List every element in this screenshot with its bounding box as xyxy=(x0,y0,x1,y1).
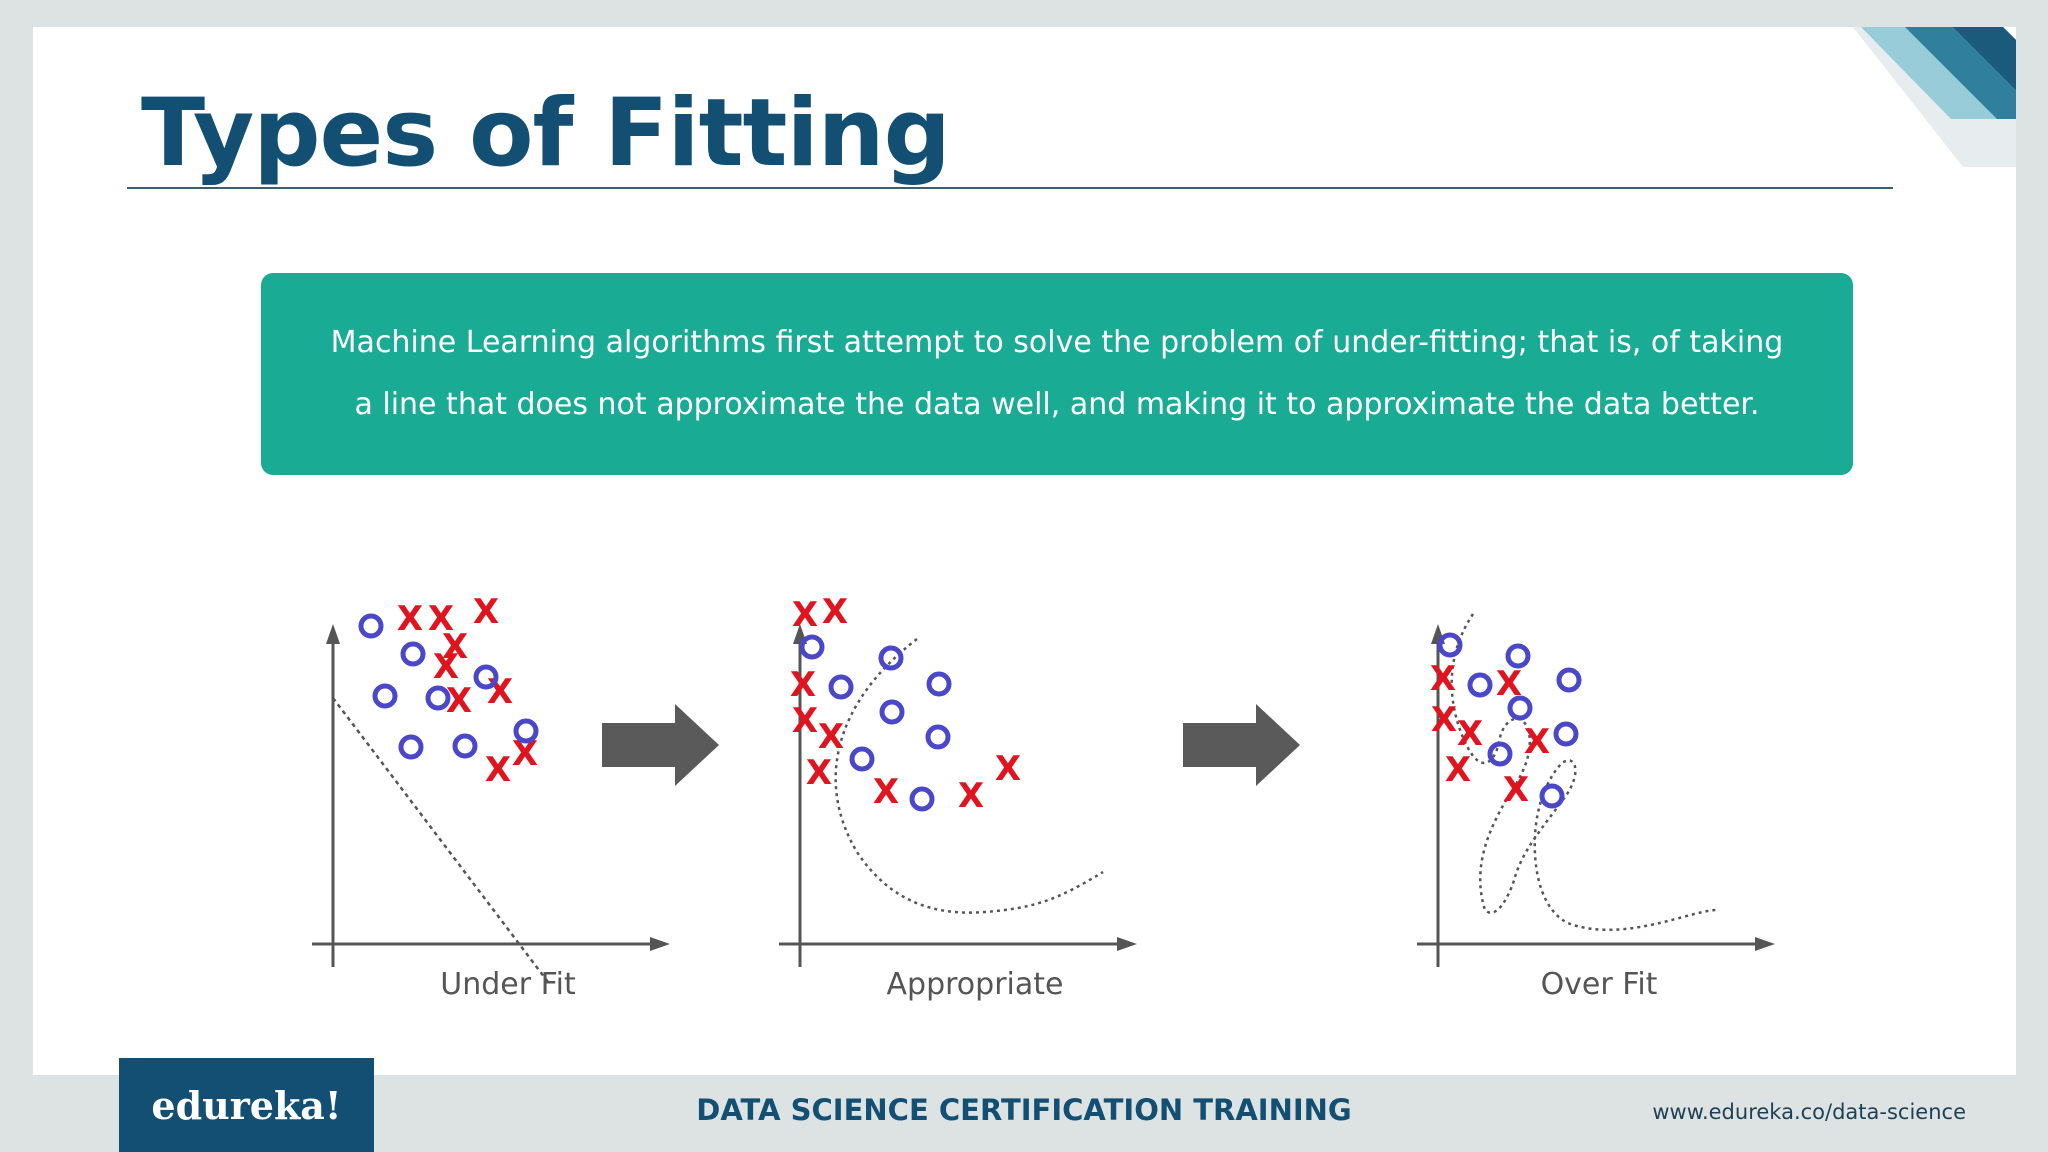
x-marker: X xyxy=(485,750,511,790)
o-marker xyxy=(1539,783,1565,809)
right-arrow xyxy=(1183,704,1300,786)
over-fit-curve xyxy=(1450,613,1718,932)
o-marker xyxy=(1487,741,1513,767)
title-divider xyxy=(127,187,1893,189)
appropriate-curve xyxy=(834,638,1104,914)
o-marker xyxy=(473,664,499,690)
x-marker: X xyxy=(792,701,818,741)
o-marker xyxy=(926,671,952,697)
intro-box: Machine Learning algorithms first attemp… xyxy=(261,273,1853,475)
o-marker xyxy=(452,733,478,759)
footer-url: www.edureka.co/data-science xyxy=(1652,1100,1966,1124)
x-marker: X xyxy=(446,681,472,721)
o-marker xyxy=(513,718,539,744)
x-marker: X xyxy=(1430,659,1456,699)
o-marker xyxy=(1507,695,1533,721)
x-marker: X xyxy=(1503,770,1529,810)
edureka-logo: edureka! xyxy=(119,1058,374,1152)
o-marker xyxy=(1467,672,1493,698)
o-marker xyxy=(1556,667,1582,693)
intro-text: Machine Learning algorithms first attemp… xyxy=(330,325,1784,422)
x-marker: X xyxy=(873,772,899,812)
o-marker xyxy=(828,674,854,700)
o-marker xyxy=(1505,643,1531,669)
appropriate-caption: Appropriate xyxy=(886,967,1064,1002)
o-marker xyxy=(358,613,384,639)
over-fit-caption: Over Fit xyxy=(1540,967,1658,1002)
x-marker: X xyxy=(428,599,454,639)
x-marker: X xyxy=(818,717,844,757)
o-marker xyxy=(400,641,426,667)
o-marker xyxy=(372,683,398,709)
o-marker xyxy=(1553,721,1579,747)
x-marker: X xyxy=(442,627,468,667)
x-marker: X xyxy=(958,776,984,816)
o-marker xyxy=(878,645,904,671)
slide: Types of Fitting Machine Learning algori… xyxy=(33,27,2016,1075)
x-marker: X xyxy=(487,672,513,712)
o-marker xyxy=(879,699,905,725)
o-marker xyxy=(425,685,451,711)
x-marker: X xyxy=(1431,700,1457,740)
x-marker: X xyxy=(433,647,459,687)
x-marker: X xyxy=(806,753,832,793)
o-marker xyxy=(1437,632,1463,658)
o-marker xyxy=(849,746,875,772)
footer-course-title: DATA SCIENCE CERTIFICATION TRAINING xyxy=(696,1093,1352,1127)
o-marker xyxy=(799,634,825,660)
x-marker: X xyxy=(473,592,499,632)
under-fit-line xyxy=(332,697,549,983)
x-marker: X xyxy=(792,595,818,635)
o-marker xyxy=(925,724,951,750)
corner-decoration xyxy=(1853,27,2016,167)
o-marker xyxy=(909,786,935,812)
x-marker: X xyxy=(822,592,848,632)
x-marker: X xyxy=(1445,750,1471,790)
x-marker: X xyxy=(995,749,1021,789)
appropriate-plot: X XXX XX X XX xyxy=(779,592,1137,967)
logo-text: edureka! xyxy=(151,1082,342,1128)
slide-title: Types of Fitting xyxy=(141,79,951,188)
x-marker: X xyxy=(790,665,816,705)
x-marker: X xyxy=(1457,714,1483,754)
right-arrow xyxy=(602,704,719,786)
o-marker xyxy=(398,734,424,760)
x-marker: X xyxy=(1524,722,1550,762)
x-marker: X xyxy=(397,599,423,639)
under-fit-caption: Under Fit xyxy=(440,967,576,1002)
